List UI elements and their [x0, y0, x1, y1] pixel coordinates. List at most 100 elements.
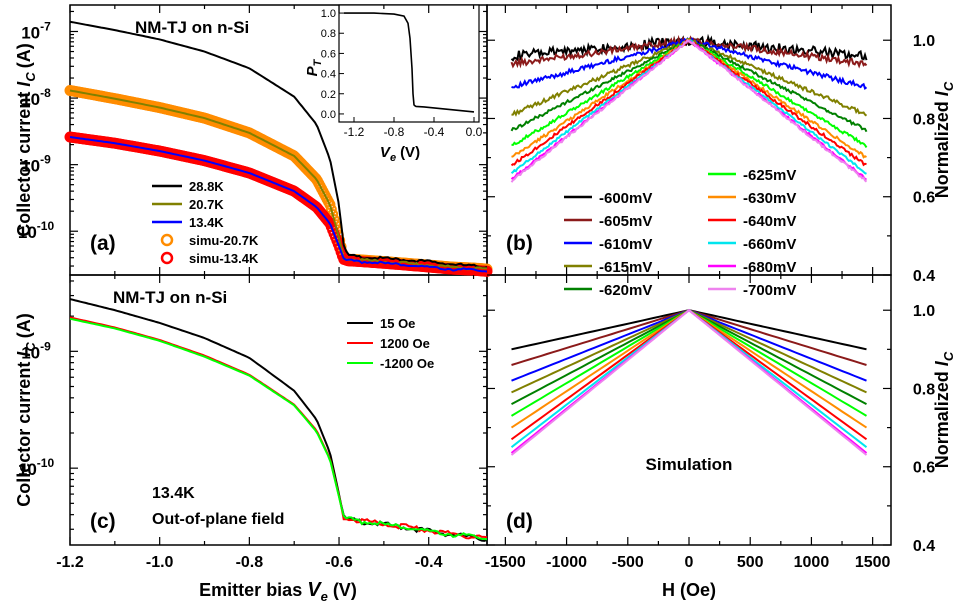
legend-label-13-4k: 13.4K: [189, 215, 224, 230]
legend-label-610mv: -610mV: [599, 236, 652, 253]
panel-c-xlabel-sub: e: [321, 589, 328, 604]
panel-d-annotation: Simulation: [646, 455, 733, 474]
legend-label-660mv: -660mV: [743, 236, 796, 253]
series-line-28-8k: [69, 20, 488, 269]
inset-y-tick-label: 1.0: [321, 8, 336, 20]
panel-c-annotation: NM-TJ on n-Si: [113, 288, 227, 307]
panel-d-xlabel: H (Oe): [662, 580, 716, 600]
y-tick-base: 10: [18, 223, 37, 242]
y-tick-label: 1.0: [913, 303, 935, 320]
y-tick-exponent: -9: [40, 153, 51, 167]
y-tick-base: 10: [18, 460, 37, 479]
panel-c-ylabel-unit: (A): [14, 313, 34, 338]
x-tick-label: -1.0: [146, 554, 174, 571]
svg-text:Collector current IC(A): Collector current IC (A): [14, 43, 38, 236]
series-line-680mv: [510, 40, 867, 181]
series-line-13-4k: [69, 136, 488, 273]
panel-d-ylabel-main: Normalized: [932, 371, 952, 468]
panel-c-ylabel-sub: C: [23, 342, 38, 352]
panel-b-ylabel-sub: C: [941, 81, 956, 91]
legend-marker-simu-20-7k: [160, 233, 174, 247]
x-tick-label: 500: [737, 554, 764, 571]
y-tick-label: 1.0: [913, 33, 935, 50]
legend-label-20-7k: 20.7K: [189, 197, 224, 212]
y-tick-label: 10-10: [18, 456, 55, 479]
panel-d-ylabel-italic: I: [932, 360, 952, 366]
panel-c-xlabel: Emitter bias Ve (V): [199, 579, 357, 604]
inset-y-tick-label: 0.4: [321, 69, 336, 81]
x-tick-label: -1.2: [56, 554, 84, 571]
inset-y-tick-label: 0.0: [321, 109, 336, 121]
legend-label-15-oe: 15 Oe: [380, 316, 415, 331]
y-tick-base: 10: [21, 343, 40, 362]
legend-label-680mv: -680mV: [743, 259, 796, 276]
y-tick-label: 0.8: [913, 381, 935, 398]
panel-d-plot: -1500 -1000 -500 0 500 1000 1500 0.4 0.6 0.8 1.0: [485, 275, 935, 571]
series-line-615mv: [511, 309, 867, 394]
panel-c-ylabel: Collector current IC (A): [14, 313, 38, 506]
y-tick-label: 10-9: [21, 339, 51, 362]
series-line-680mv: [510, 308, 868, 454]
y-tick-label: 10-9: [21, 153, 51, 176]
inset-x-tick-label: -0.4: [424, 125, 445, 139]
panel-c-annotation-field: Out-of-plane field: [152, 511, 284, 528]
series-line-600mv: [511, 309, 867, 351]
y-tick-exponent: -9: [40, 339, 51, 353]
inset-ylabel: PT: [304, 58, 324, 76]
inset-ylabel-sub: T: [312, 58, 324, 66]
x-tick-label: -0.8: [236, 554, 264, 571]
panel-c-xlabel-italic: V: [307, 579, 322, 601]
panel-a-ylabel-italic: I: [14, 81, 34, 87]
y-tick-base: 10: [21, 157, 40, 176]
panel-d-ylabel: Normalized IC: [932, 351, 956, 468]
legend-label-640mv: -640mV: [743, 213, 796, 230]
x-tick-label: 1000: [794, 554, 830, 571]
y-tick-label: 10-10: [18, 219, 55, 242]
panel-b-plot: 0.4 0.6 0.8 1.0: [487, 5, 935, 285]
svg-text:Normalized IC: Normalized IC: [932, 81, 956, 198]
y-tick-label: 0.4: [913, 538, 935, 555]
series-line-700mv: [510, 308, 868, 456]
inset-y-tick-label: 0.6: [321, 48, 336, 60]
legend-label-615mv: -615mV: [599, 259, 652, 276]
series-line-640mv: [510, 308, 868, 441]
y-tick-label: 10-7: [21, 19, 51, 42]
inset-plot: -1.2 -0.8 -0.4 0.0 0.0 0.2 0.4 0.6 0.8 1.0: [321, 8, 483, 139]
y-tick-exponent: -10: [37, 456, 55, 470]
panel-b-label: (b): [506, 232, 533, 255]
panel-c-xlabel-main: Emitter bias: [199, 580, 302, 600]
x-tick-label: -0.6: [325, 554, 353, 571]
series-line-660mv: [510, 308, 868, 448]
series-line-20-7k: [69, 89, 488, 271]
panel-b-ylabel: Normalized IC: [932, 81, 956, 198]
panel-a-ylabel: Collector current IC (A): [14, 43, 38, 236]
panel-c-legend: 15 Oe 1200 Oe -1200 Oe: [347, 316, 434, 371]
y-tick-exponent: -8: [40, 86, 51, 100]
panel-b-ylabel-italic: I: [932, 90, 952, 96]
x-tick-label: 0: [685, 554, 694, 571]
panel-b-ylabel-main: Normalized: [932, 101, 952, 198]
legend-label-625mv: -625mV: [743, 167, 796, 184]
inset-ylabel-main: P: [304, 65, 321, 76]
legend-label-700mv: -700mV: [743, 282, 796, 299]
panel-b-legend: -600mV -605mV -610mV -615mV -620mV -625mV -630…: [564, 167, 796, 299]
x-tick-label: -0.4: [415, 554, 443, 571]
inset-y-tick-label: 0.8: [321, 28, 336, 40]
inset-xlabel: Ve (V): [380, 144, 420, 164]
x-tick-label: 1500: [855, 554, 891, 571]
panel-a-legend: 28.8K 20.7K 13.4K simu-20.7K simu-13.4K: [152, 179, 259, 266]
y-tick-label: 10-8: [21, 86, 51, 109]
panel-d-label: (d): [506, 510, 533, 533]
series-line-620mv: [511, 309, 867, 405]
y-tick-label: 0.4: [913, 268, 935, 285]
legend-label-600mv: -600mV: [599, 190, 652, 207]
svg-text:PT: PT: [304, 58, 324, 76]
series-line-15-oe: [69, 298, 488, 542]
data-point: [324, 198, 336, 210]
y-tick-exponent: -10: [37, 219, 55, 233]
y-tick-exponent: -7: [40, 19, 51, 33]
series-line-1200-oe: [69, 317, 488, 541]
